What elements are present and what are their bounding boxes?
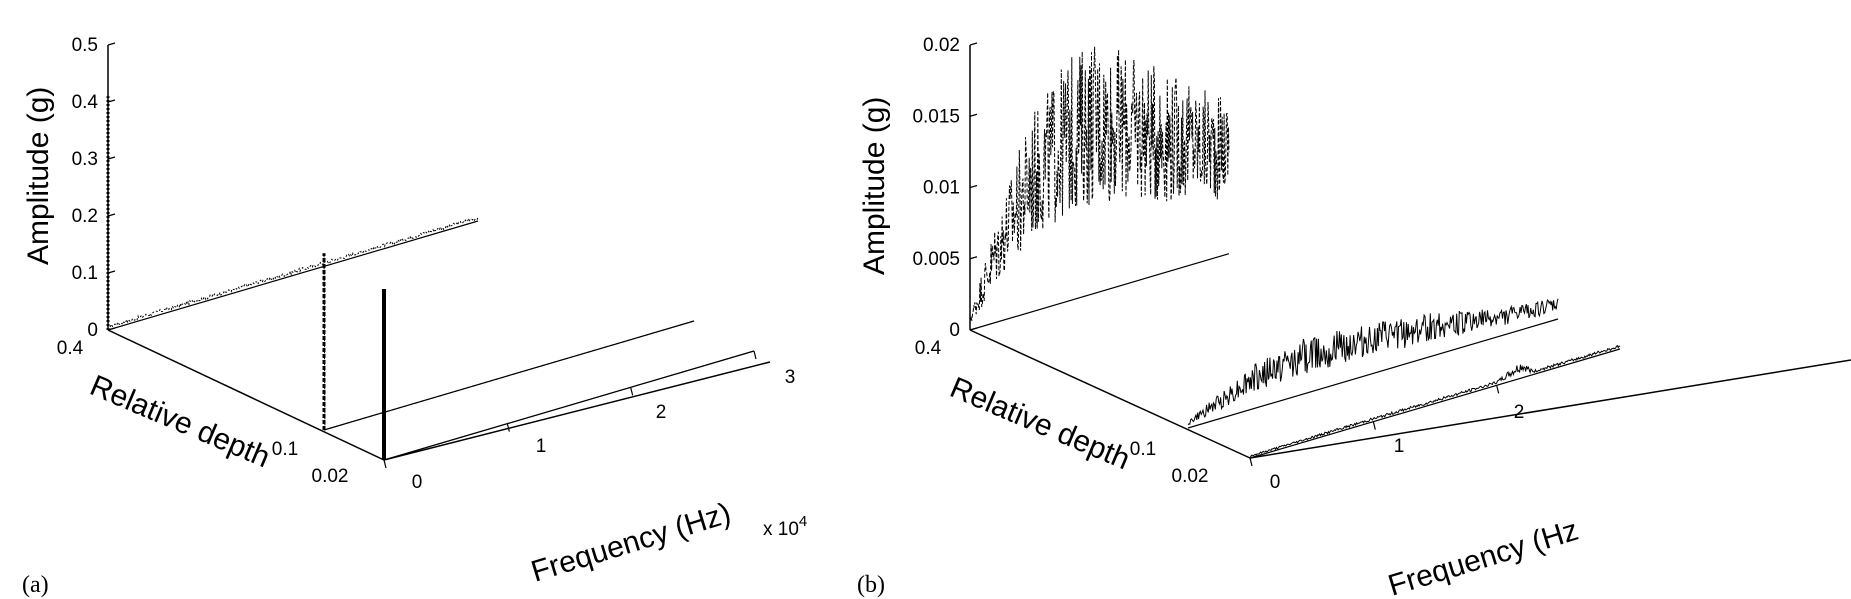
panel-label-b: (b) [857, 572, 885, 598]
depth-tick-label: 0.1 [1130, 439, 1156, 460]
x-tick-label: 2 [656, 402, 667, 423]
z-ticks-a: 0 0.1 0.2 0.3 0.4 0.5 [72, 35, 116, 341]
z-tick-mark [107, 327, 116, 331]
x-axis-label-b: Frequency (Hz [1384, 514, 1582, 599]
x-tick-label: 1 [1394, 436, 1405, 457]
depth-tick-label: 0.4 [915, 338, 942, 359]
z-ticks-b: 0 0.005 0.01 0.015 0.02 [912, 35, 978, 341]
series-line-depth-0_02 [383, 288, 755, 461]
x-axis-label-a: Frequency (Hz) [527, 497, 734, 589]
x-tick-mark [753, 350, 757, 360]
z-tick-mark [107, 213, 116, 217]
panel-a: 0 0.1 0.2 0.3 0.4 0.5 0.4 0.1 0.02 0 1 2 3 Amplitu… [22, 35, 807, 598]
x-tick-label: 2 [1514, 402, 1525, 423]
series-line-depth-0_1 [323, 253, 695, 431]
depth-tick-label: 0.02 [1172, 466, 1209, 487]
series-line-depth-0_4 [969, 46, 1230, 321]
z-tick-mark [107, 270, 116, 274]
panel-b: 0 0.005 0.01 0.015 0.02 0.4 0.1 0.02 0 1 2 Ampli… [857, 35, 1851, 599]
series-b [969, 46, 1621, 459]
z-tick-label: 0.4 [72, 92, 99, 113]
series-baseline [969, 253, 1230, 331]
z-axis-label-a: Amplitude (g) [22, 87, 55, 265]
frequency-axis-line [1249, 359, 1851, 459]
z-tick-label: 0.2 [72, 206, 98, 227]
x-tick-label: 0 [412, 472, 423, 493]
z-axis-label-b: Amplitude (g) [858, 97, 891, 275]
depth-tick-label: 0.1 [272, 439, 298, 460]
series-baseline [1249, 348, 1621, 459]
x-tick-label: 3 [785, 367, 796, 388]
x-tick-mark [1249, 457, 1253, 467]
z-tick-label: 0.01 [923, 178, 960, 199]
x-tick-mark [1372, 421, 1376, 430]
x-tick-label: 1 [536, 436, 547, 457]
x-tick-mark [630, 387, 634, 396]
x-tick-mark [1496, 385, 1500, 394]
series-line-depth-0_4 [107, 96, 479, 329]
z-tick-label: 0.3 [72, 149, 98, 170]
x-tick-label: 0 [1270, 472, 1281, 493]
x-ticks-b: 0 1 2 [1249, 385, 1525, 493]
z-tick-label: 0.5 [72, 35, 98, 56]
x-tick-mark [383, 459, 387, 469]
z-tick-mark [969, 327, 978, 331]
z-tick-label: 0.1 [72, 263, 98, 284]
z-tick-mark [107, 42, 116, 46]
panel-label-a: (a) [22, 572, 49, 598]
z-tick-label: 0.02 [923, 35, 960, 56]
z-tick-mark [969, 256, 978, 260]
z-tick-label: 0.005 [912, 249, 960, 270]
z-tick-mark [969, 42, 978, 46]
axes-a [107, 45, 771, 461]
z-tick-mark [969, 184, 978, 189]
x-ticks-a: 0 1 2 3 [383, 350, 796, 493]
depth-axis-line [107, 329, 385, 461]
depth-tick-label: 0.02 [312, 466, 349, 487]
depth-axis-line [969, 329, 1251, 459]
x-multiplier-a: x 104 [763, 513, 807, 540]
x-tick-mark [506, 423, 510, 432]
series-line-depth-0_02 [1249, 344, 1621, 457]
series-a [106, 96, 755, 461]
z-tick-mark [969, 113, 978, 117]
z-tick-label: 0 [87, 320, 98, 341]
axes-b [969, 45, 1851, 459]
series-line-depth-0_1 [1187, 298, 1559, 426]
z-tick-mark [107, 99, 116, 103]
y-axis-label-a: Relative depth [85, 369, 274, 474]
y-axis-label-b: Relative depth [945, 371, 1134, 476]
z-tick-label: 0 [949, 320, 960, 341]
y-ticks-a: 0.4 0.1 0.02 [57, 338, 349, 487]
frequency-axis-line [383, 361, 771, 461]
depth-tick-label: 0.4 [57, 338, 84, 359]
series-baseline [1187, 318, 1559, 429]
z-tick-label: 0.015 [912, 106, 960, 127]
series-baseline [107, 220, 479, 331]
z-tick-mark [107, 156, 116, 160]
y-ticks-b: 0.4 0.1 0.02 [915, 338, 1209, 487]
